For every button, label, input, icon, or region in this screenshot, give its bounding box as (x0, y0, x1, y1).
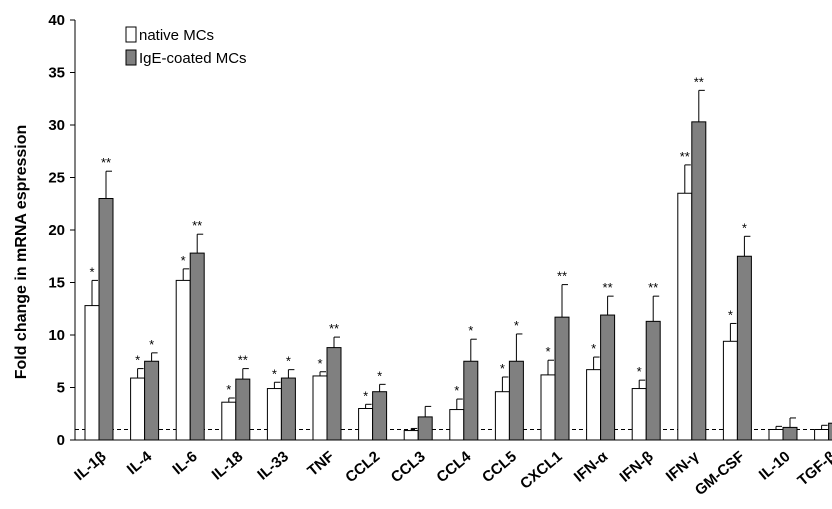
bar (358, 408, 374, 441)
significance-label: * (545, 344, 550, 359)
significance-label: * (89, 264, 94, 279)
x-tick-label: IL-4 (124, 448, 156, 479)
legend-swatch-ige (125, 49, 137, 66)
x-tick-label: IL-10 (756, 448, 794, 484)
bar (326, 347, 342, 441)
bar (189, 252, 205, 441)
significance-label: * (500, 361, 505, 376)
significance-label: * (454, 383, 459, 398)
bar (768, 429, 784, 441)
bar (372, 391, 388, 441)
x-tick-label: CCL5 (479, 448, 520, 486)
bar (540, 374, 556, 441)
significance-label: * (135, 353, 140, 368)
y-axis: 0 5 10 15 20 25 30 35 40 (48, 12, 76, 449)
significance-label: ** (192, 218, 202, 233)
y-tick-label: 10 (48, 327, 65, 344)
bar (782, 426, 798, 441)
bar (722, 340, 738, 441)
y-tick-label: 35 (48, 65, 65, 82)
x-tick-label: TGF-β (794, 448, 832, 489)
x-tick-label: IFN-β (616, 448, 656, 486)
bar (221, 401, 237, 441)
x-tick-label: IL-6 (169, 448, 200, 478)
significance-label: * (742, 220, 747, 235)
legend-label-native: native MCs (139, 27, 214, 44)
significance-label: * (181, 253, 186, 268)
bar (828, 422, 832, 441)
x-tick-label: CCL3 (388, 448, 429, 486)
y-axis-label: Fold change in mRNA espression (13, 125, 30, 380)
x-axis: IL-1β IL-4 IL-6 IL-18 IL-33 TNF CCL2 CCL3 CCL4 CC… (71, 439, 832, 499)
bar (736, 255, 752, 441)
bar (494, 391, 510, 441)
bar (631, 388, 647, 441)
bar (449, 409, 465, 441)
significance-label: * (226, 382, 231, 397)
bar (417, 416, 433, 441)
significance-label: * (272, 366, 277, 381)
x-tick-label: IL-33 (254, 448, 292, 484)
significance-label: ** (603, 280, 613, 295)
x-tick-label: GM-CSF (692, 448, 748, 499)
significance-label: * (637, 364, 642, 379)
bar (98, 198, 114, 441)
bar (691, 121, 707, 441)
significance-label: ** (238, 353, 248, 368)
y-tick-label: 0 (57, 432, 65, 449)
bar (677, 192, 693, 441)
significance-label: * (363, 388, 368, 403)
bar (266, 388, 282, 441)
significance-label: * (468, 323, 473, 338)
bar (235, 378, 251, 441)
y-tick-label: 20 (48, 222, 65, 239)
significance-label: * (728, 307, 733, 322)
significance-label: ** (648, 280, 658, 295)
y-tick-label: 15 (48, 275, 65, 292)
x-tick-label: IFN-γ (663, 448, 703, 486)
bar (645, 320, 661, 441)
significance-label: * (377, 368, 382, 383)
bar (814, 429, 830, 441)
bar (600, 314, 616, 441)
significance-label: * (514, 318, 519, 333)
bar (463, 360, 479, 441)
legend-swatch-native (125, 26, 137, 43)
x-tick-label: IL-18 (209, 448, 247, 484)
x-tick-label: IFN-α (571, 448, 612, 486)
x-tick-label: IL-1β (71, 448, 109, 484)
bar (586, 369, 602, 441)
significance-label: ** (101, 155, 111, 170)
significance-label: * (317, 356, 322, 371)
bar (130, 377, 146, 441)
legend: native MCs IgE-coated MCs (125, 26, 247, 67)
significance-label: ** (694, 74, 704, 89)
x-tick-label: CCL2 (342, 448, 383, 486)
significance-label: * (286, 354, 291, 369)
bar (508, 360, 524, 441)
legend-label-ige: IgE-coated MCs (139, 50, 247, 67)
y-tick-label: 25 (48, 170, 65, 187)
bars: ************* ************************ (84, 74, 832, 441)
x-tick-label: CXCL1 (517, 448, 566, 493)
significance-label: * (591, 341, 596, 356)
y-tick-label: 5 (57, 380, 65, 397)
bar (554, 316, 570, 441)
bar (403, 430, 419, 441)
bar (84, 305, 100, 441)
significance-label: ** (680, 149, 690, 164)
bar (312, 375, 328, 441)
significance-label: ** (329, 321, 339, 336)
significance-label: ** (557, 269, 567, 284)
bar (175, 279, 191, 441)
x-tick-label: CCL4 (433, 448, 474, 487)
y-tick-label: 30 (48, 117, 65, 134)
y-tick-label: 40 (48, 12, 65, 29)
bar (144, 360, 160, 441)
significance-label: * (149, 337, 154, 352)
bar (280, 377, 296, 441)
x-tick-label: TNF (304, 448, 337, 480)
